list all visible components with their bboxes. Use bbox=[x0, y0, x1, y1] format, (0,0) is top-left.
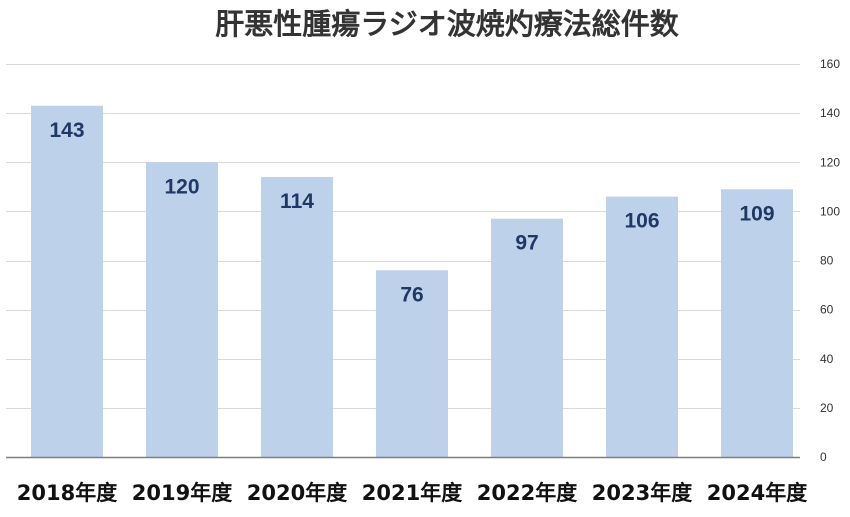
x-category-label: 2023年度 bbox=[592, 481, 692, 505]
data-label: 114 bbox=[280, 190, 314, 213]
y-tick-label: 80 bbox=[820, 254, 834, 268]
data-label: 109 bbox=[739, 202, 774, 225]
bars bbox=[31, 105, 793, 458]
y-axis-tick-labels: 0 20 40 60 80 100 120 140 160 bbox=[820, 57, 840, 464]
data-label: 120 bbox=[164, 175, 199, 198]
bar bbox=[261, 176, 333, 458]
y-tick-label: 120 bbox=[820, 155, 840, 169]
data-label: 143 bbox=[49, 119, 84, 142]
y-tick-label: 0 bbox=[820, 450, 827, 464]
y-tick-label: 40 bbox=[820, 352, 834, 366]
bar bbox=[146, 162, 218, 457]
bar bbox=[491, 218, 563, 457]
x-category-label: 2018年度 bbox=[17, 481, 117, 505]
bar bbox=[31, 105, 103, 457]
data-label: 97 bbox=[515, 232, 538, 255]
bar bbox=[376, 270, 448, 457]
x-category-label: 2024年度 bbox=[707, 481, 807, 505]
y-tick-label: 140 bbox=[820, 106, 840, 120]
x-category-label: 2019年度 bbox=[132, 481, 232, 505]
data-label: 106 bbox=[624, 210, 659, 233]
bar bbox=[606, 196, 678, 457]
data-label: 76 bbox=[400, 283, 423, 306]
x-category-label: 2020年度 bbox=[247, 481, 347, 505]
x-axis-category-labels: 2018年度 2019年度 2020年度 2021年度 2022年度 2023年度 2024… bbox=[17, 481, 807, 505]
y-tick-label: 100 bbox=[820, 204, 840, 218]
bar bbox=[721, 189, 793, 458]
y-tick-label: 20 bbox=[820, 401, 834, 415]
chart-title: 肝悪性腫瘍ラジオ波焼灼療法総件数 bbox=[215, 7, 679, 41]
y-tick-label: 60 bbox=[820, 303, 834, 317]
x-category-label: 2021年度 bbox=[362, 481, 462, 505]
data-labels: 143 120 114 76 97 106 109 bbox=[49, 119, 774, 307]
x-category-label: 2022年度 bbox=[477, 481, 577, 505]
y-tick-label: 160 bbox=[820, 57, 840, 71]
